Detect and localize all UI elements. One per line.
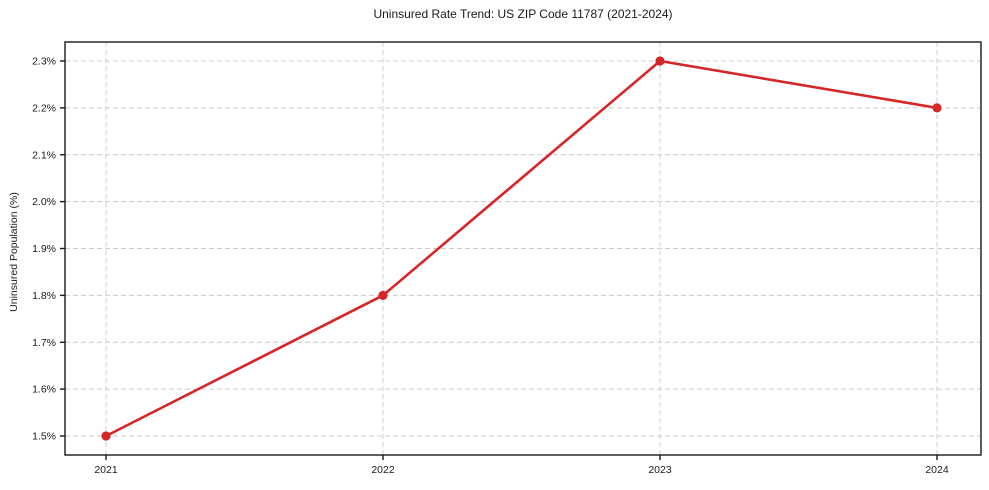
x-tick-label: 2021 [94,464,118,476]
data-point [932,103,942,113]
x-tick-label: 2024 [925,464,949,476]
y-tick-label: 2.3% [32,56,56,68]
trend-line [104,59,939,438]
y-tick-label: 1.6% [32,384,56,396]
data-point [378,290,388,300]
data-point [655,56,665,66]
y-axis-label-text: Uninsured Population (%) [8,192,20,312]
y-tick-label: 1.5% [32,431,56,443]
y-tick-label: 1.7% [32,337,56,349]
y-tick-label: 1.8% [32,290,56,302]
chart-title: Uninsured Rate Trend: US ZIP Code 11787 … [373,7,673,21]
x-tick-label: 2023 [648,464,672,476]
data-point [101,431,111,441]
y-tick-label: 1.9% [32,243,56,255]
y-tick-label: 2.1% [32,149,56,161]
x-tick-label: 2022 [371,464,395,476]
y-tick-label: 2.0% [32,196,56,208]
y-tick-label: 2.2% [32,102,56,114]
